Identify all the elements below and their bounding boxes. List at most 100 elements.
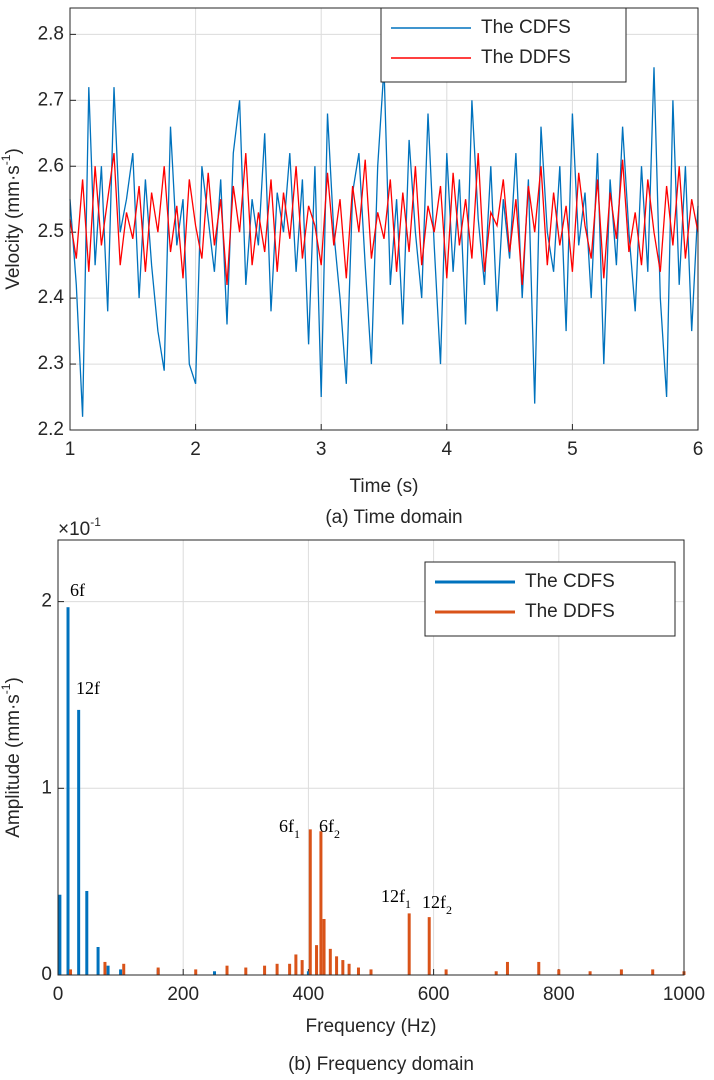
x-tick-label: 1 (65, 439, 76, 460)
bar (557, 969, 561, 975)
legend-label: The DDFS (481, 47, 571, 68)
y-axis-title-part: Amplitude (mm·s (3, 694, 24, 838)
legend-label: The CDFS (481, 17, 571, 38)
bar (369, 969, 373, 975)
y-multiplier: ×10-1 (58, 515, 101, 540)
caption: (b) Frequency domain (288, 1054, 474, 1075)
y-tick-label: 2.5 (38, 221, 64, 242)
annotation: 12f2 (422, 892, 452, 917)
y-tick-label: 2.4 (38, 287, 65, 308)
bar (194, 969, 198, 975)
x-tick-label: 3 (316, 439, 327, 460)
y-axis-title: Velocity (mm·s-1) (0, 148, 24, 290)
bar (619, 969, 623, 975)
x-axis-title: Time (s) (350, 476, 419, 497)
y-axis-title-part: Velocity (mm·s (3, 165, 24, 290)
bar (66, 607, 70, 975)
bar (119, 969, 123, 975)
bar (225, 965, 229, 975)
bar (263, 965, 267, 975)
bar (494, 971, 498, 975)
y-axis-title-part: -1 (0, 683, 13, 694)
series-line (69, 153, 699, 285)
annotation: 6f (70, 580, 85, 600)
x-tick-label: 200 (167, 984, 199, 1005)
bar (537, 961, 541, 975)
x-tick-label: 5 (567, 439, 578, 460)
bar (322, 918, 326, 975)
axes-box (57, 539, 685, 976)
x-tick-label: 800 (543, 984, 575, 1005)
bar (213, 971, 216, 975)
bar (315, 945, 319, 975)
bar (294, 954, 298, 975)
bar (328, 948, 332, 975)
y-tick-label: 2.6 (38, 155, 64, 176)
bar (103, 961, 107, 975)
bar (651, 969, 655, 975)
bar (347, 963, 351, 975)
bar (106, 965, 110, 975)
annotation-text: 12f (381, 886, 405, 906)
caption: (a) Time domain (325, 507, 462, 528)
legend-box (380, 7, 627, 83)
y-tick-label: 2.3 (38, 353, 64, 374)
bar (96, 946, 100, 975)
bar (505, 961, 509, 975)
x-tick-label: 600 (418, 984, 450, 1005)
annotation-text: 6f (279, 816, 294, 836)
bar (58, 894, 62, 975)
bar (77, 709, 81, 975)
bar (308, 829, 312, 975)
x-tick-label: 2 (190, 439, 201, 460)
x-tick-label: 4 (442, 439, 453, 460)
bar (288, 963, 292, 975)
x-tick-label: 400 (293, 984, 325, 1005)
legend-label: The DDFS (525, 601, 615, 622)
bar (335, 956, 339, 975)
y-tick-label: 2.7 (38, 89, 64, 110)
bar (427, 917, 431, 975)
bar (306, 971, 310, 975)
annotation-text: 6f (70, 580, 85, 600)
bar (122, 963, 126, 975)
annotation-text: 6f (319, 816, 334, 836)
annotation-text: 12f (422, 892, 446, 912)
bar (356, 967, 360, 975)
annotation-sub: 1 (294, 827, 300, 841)
bar (244, 967, 248, 975)
annotation: 12f (76, 678, 100, 698)
y-axis-title: Amplitude (mm·s-1) (0, 677, 24, 838)
legend-box (424, 561, 676, 637)
bar (85, 890, 89, 975)
bar (319, 831, 323, 975)
y-axis-title-part: ) (3, 148, 24, 154)
x-axis-title: Frequency (Hz) (306, 1016, 437, 1037)
bar (275, 963, 279, 975)
annotation: 6f1 (279, 816, 300, 841)
bar (341, 960, 345, 975)
legend-label: The CDFS (525, 571, 615, 592)
y-multiplier-part: ×10 (58, 519, 90, 540)
x-tick-label: 6 (693, 439, 704, 460)
y-multiplier-part: -1 (90, 515, 101, 529)
bar (156, 967, 160, 975)
x-tick-label: 0 (53, 984, 64, 1005)
y-axis-title-part: -1 (0, 154, 13, 165)
annotation-sub: 2 (446, 903, 452, 917)
x-tick-label: 1000 (663, 984, 705, 1005)
bar (444, 969, 448, 975)
y-tick-label: 2 (41, 591, 52, 612)
annotation-sub: 2 (334, 827, 340, 841)
annotation: 6f2 (319, 816, 340, 841)
bar (407, 913, 411, 975)
y-axis-title-part: ) (3, 677, 24, 683)
annotation-text: 12f (76, 678, 100, 698)
y-tick-label: 2.8 (38, 23, 64, 44)
annotation-sub: 1 (405, 897, 411, 911)
bar (588, 971, 592, 975)
y-tick-label: 0 (41, 964, 52, 985)
y-tick-label: 2.2 (38, 419, 64, 440)
y-tick-label: 1 (41, 777, 52, 798)
